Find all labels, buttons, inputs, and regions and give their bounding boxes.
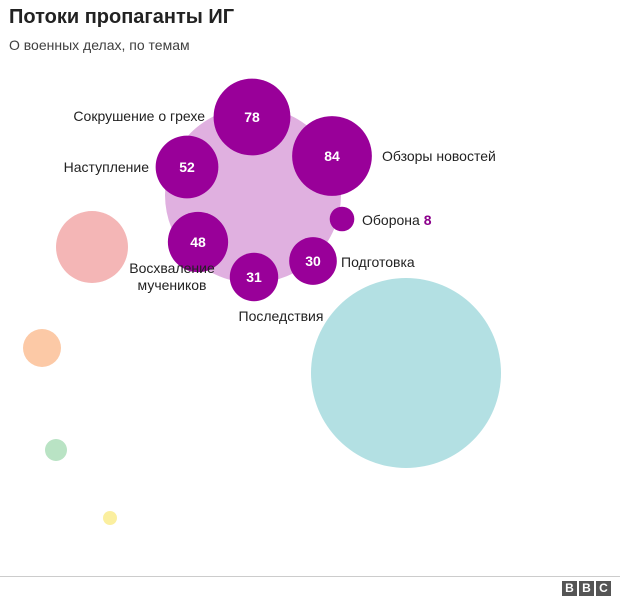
bubble-category-label: Подготовка (341, 254, 415, 270)
bubble-value-label: 78 (244, 109, 260, 125)
bubble-chart: 78 Сокрушение о грехе 84 Обзоры новостей 52 Н… (23, 78, 501, 525)
bubble-category-label: Восхваление мучеников (129, 260, 215, 293)
category-bubble (56, 211, 128, 283)
footer-divider (0, 576, 620, 577)
bbc-logo-letter: B (562, 581, 577, 596)
bubble-value-label: 52 (179, 159, 195, 175)
bubble-category-label: Сокрушение о грехе (73, 108, 205, 124)
bbc-logo-letter: B (579, 581, 594, 596)
topic-bubble (167, 211, 229, 273)
chart-title: Потоки пропаганты ИГ (9, 6, 235, 28)
chart-subtitle: О военных делах, по темам (9, 37, 190, 53)
bubble-category-label: Оборона 8 (362, 212, 432, 228)
category-bubble (311, 278, 501, 468)
category-bubble (103, 511, 117, 525)
bbc-logo: B B C (562, 581, 611, 596)
topic-bubble (329, 206, 355, 232)
bubble-value-label: 30 (305, 253, 321, 269)
topic-bubble (289, 237, 337, 285)
topic-bubble (229, 252, 279, 302)
bubble-value-label: 31 (246, 269, 262, 285)
bubble-category-label: Обзоры новостей (382, 148, 496, 164)
topic-bubble (155, 135, 219, 199)
bubble-value-label: 48 (190, 234, 206, 250)
topic-bubble (213, 78, 291, 156)
category-bubble (45, 439, 67, 461)
bubble-category-label: Наступление (64, 159, 150, 175)
topic-bubble (292, 116, 372, 196)
bubble-value-label: 84 (324, 148, 340, 164)
bubble-category-label: Последствия (239, 308, 324, 324)
category-bubble (23, 329, 61, 367)
bbc-logo-letter: C (596, 581, 611, 596)
